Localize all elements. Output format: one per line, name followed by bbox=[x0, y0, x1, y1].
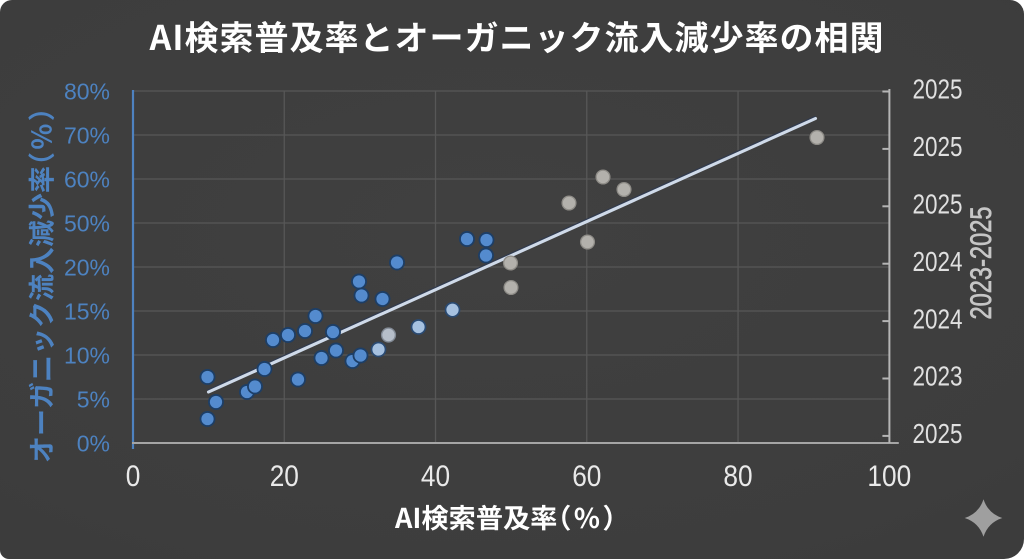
svg-text:2025: 2025 bbox=[913, 189, 963, 220]
svg-text:40: 40 bbox=[421, 460, 450, 493]
svg-text:15%: 15% bbox=[64, 298, 110, 324]
svg-text:0%: 0% bbox=[77, 430, 110, 456]
svg-text:80: 80 bbox=[723, 460, 752, 493]
svg-text:2025: 2025 bbox=[913, 418, 963, 449]
svg-text:2024: 2024 bbox=[913, 303, 963, 334]
svg-text:60%: 60% bbox=[64, 166, 110, 192]
svg-text:100: 100 bbox=[867, 460, 911, 493]
svg-text:20: 20 bbox=[270, 460, 299, 493]
svg-text:2023-2025: 2023-2025 bbox=[965, 207, 998, 320]
svg-text:60: 60 bbox=[572, 460, 601, 493]
svg-text:0: 0 bbox=[126, 460, 141, 493]
svg-text:50%: 50% bbox=[64, 210, 110, 236]
svg-text:2025: 2025 bbox=[913, 74, 963, 105]
svg-text:5%: 5% bbox=[77, 386, 110, 412]
svg-text:2023: 2023 bbox=[913, 361, 963, 392]
svg-text:70%: 70% bbox=[64, 122, 110, 148]
svg-text:2024: 2024 bbox=[913, 246, 963, 277]
svg-text:80%: 80% bbox=[64, 78, 110, 104]
svg-text:2025: 2025 bbox=[913, 131, 963, 162]
svg-text:10%: 10% bbox=[64, 342, 110, 368]
svg-text:20%: 20% bbox=[64, 254, 110, 280]
